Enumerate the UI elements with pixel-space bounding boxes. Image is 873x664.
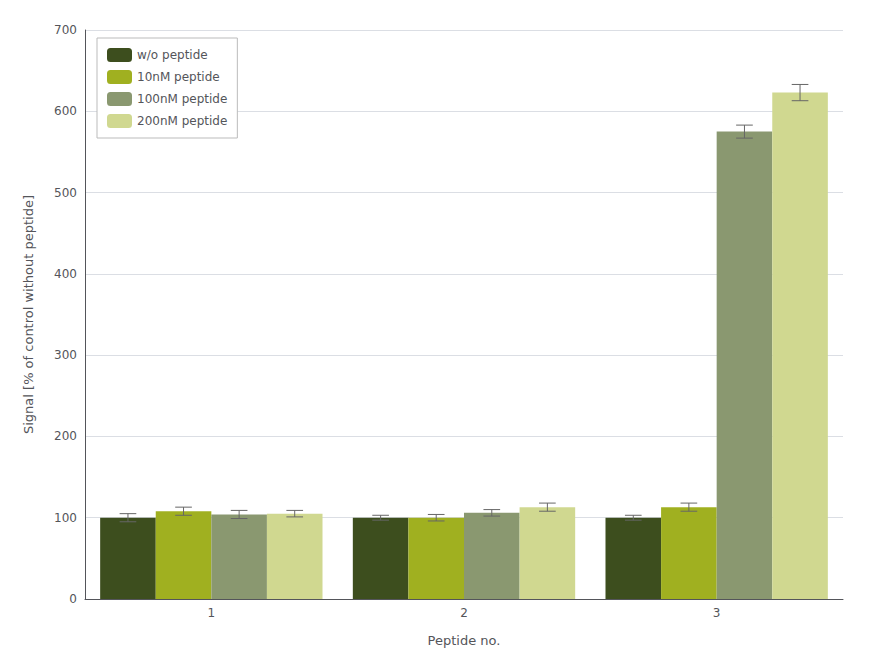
svg-text:200: 200 xyxy=(54,429,77,443)
svg-text:w/o peptide: w/o peptide xyxy=(137,48,208,62)
svg-text:200nM peptide: 200nM peptide xyxy=(137,114,227,128)
svg-text:600: 600 xyxy=(54,104,77,118)
svg-text:100nM peptide: 100nM peptide xyxy=(137,92,227,106)
svg-text:Peptide no.: Peptide no. xyxy=(428,633,501,648)
svg-text:2: 2 xyxy=(460,606,468,620)
svg-text:100: 100 xyxy=(54,511,77,525)
svg-text:3: 3 xyxy=(713,606,721,620)
svg-text:300: 300 xyxy=(54,348,77,362)
svg-text:400: 400 xyxy=(54,267,77,281)
svg-text:10nM peptide: 10nM peptide xyxy=(137,70,220,84)
svg-text:0: 0 xyxy=(69,592,77,606)
svg-text:1: 1 xyxy=(208,606,216,620)
svg-text:500: 500 xyxy=(54,186,77,200)
svg-text:700: 700 xyxy=(54,23,77,37)
svg-text:Signal [% of control without p: Signal [% of control without peptide] xyxy=(21,195,36,434)
